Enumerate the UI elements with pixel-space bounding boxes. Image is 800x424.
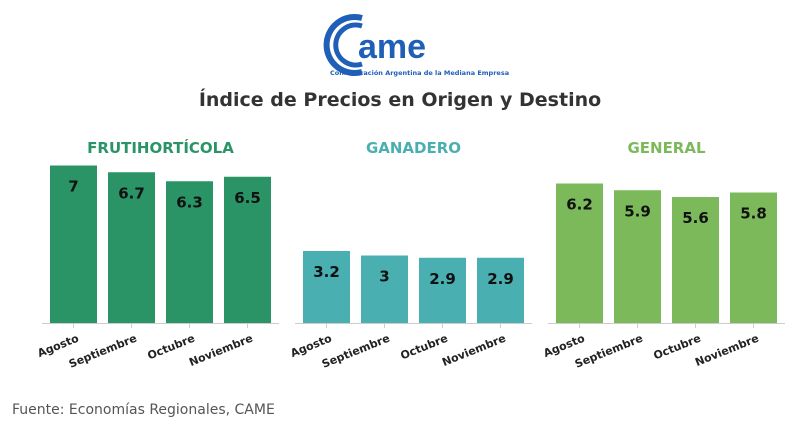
bar <box>672 197 719 323</box>
bar <box>303 251 350 323</box>
bar <box>614 190 661 323</box>
panel-title: FRUTIHORTÍCOLA <box>87 138 234 157</box>
logo-subtitle: Confederación Argentina de la Mediana Em… <box>330 69 510 77</box>
bar <box>556 183 603 323</box>
data-label: 6.3 <box>176 193 203 211</box>
bar <box>730 192 777 323</box>
x-tick-label: Noviembre <box>440 332 507 369</box>
bar <box>361 255 408 323</box>
x-tick-label: Noviembre <box>187 332 254 369</box>
data-label: 5.9 <box>624 202 651 220</box>
panel-title: GANADERO <box>366 139 461 157</box>
panel-title: GENERAL <box>627 139 706 157</box>
x-tick-label: Noviembre <box>693 332 760 369</box>
bar <box>108 172 155 323</box>
data-label: 3.2 <box>313 263 340 281</box>
data-label: 3 <box>379 268 389 286</box>
bar <box>477 257 524 323</box>
bar <box>50 165 97 323</box>
data-label: 5.8 <box>740 205 767 223</box>
came-logo: ame <box>323 14 426 76</box>
data-label: 6.5 <box>234 189 261 207</box>
data-label: 6.7 <box>118 184 145 202</box>
bar <box>224 176 271 323</box>
data-label: 5.6 <box>682 209 709 227</box>
source-note: Fuente: Economías Regionales, CAME <box>12 402 275 418</box>
bar <box>419 257 466 323</box>
svg-text:ame: ame <box>358 28 426 66</box>
chart-title: Índice de Precios en Origen y Destino <box>198 89 602 111</box>
data-label: 2.9 <box>487 270 514 288</box>
bar <box>166 181 213 323</box>
data-label: 2.9 <box>429 270 456 288</box>
data-label: 7 <box>68 178 78 196</box>
data-label: 6.2 <box>566 196 593 214</box>
